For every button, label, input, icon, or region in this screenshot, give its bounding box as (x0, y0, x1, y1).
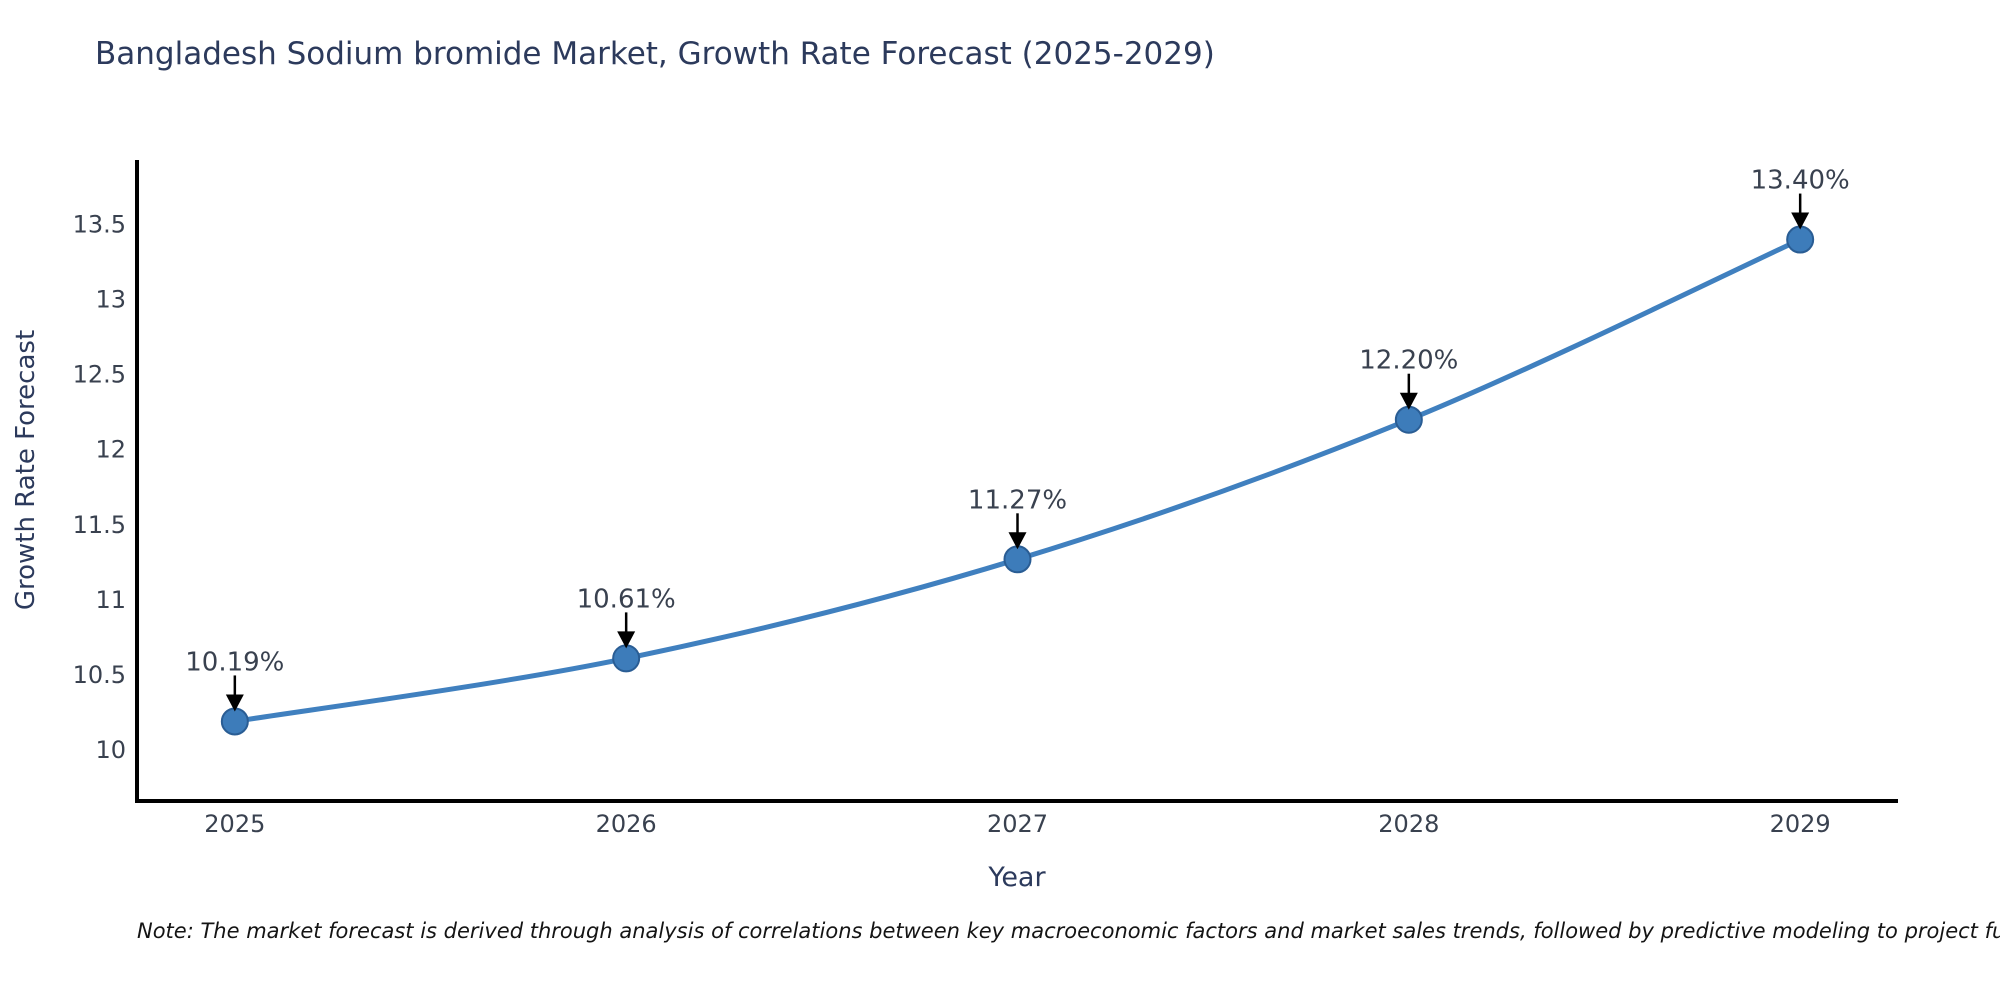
y-tick-label: 11.5 (73, 511, 126, 539)
y-tick-label: 12 (95, 436, 126, 464)
y-tick-label: 13.5 (73, 211, 126, 239)
point-value-label: 10.61% (577, 584, 676, 614)
point-value-label: 12.20% (1359, 346, 1458, 376)
point-annotation: 12.20% (1359, 346, 1458, 410)
x-tick-label: 2029 (1770, 810, 1831, 838)
point-value-label: 10.19% (185, 647, 284, 677)
data-point-marker (1786, 225, 1815, 254)
data-point-marker (220, 707, 249, 736)
data-point-marker (1394, 405, 1423, 434)
x-axis-title: Year (988, 862, 1046, 893)
x-tick-label: 2027 (987, 810, 1048, 838)
point-value-label: 13.40% (1751, 166, 1850, 196)
data-point-marker (612, 644, 641, 673)
point-annotation: 10.19% (185, 647, 284, 712)
axes: 10 10.5 11 11.5 12 12.5 13 13.5 2025 2026 2027 2028… (73, 160, 1898, 838)
x-tick-label: 2025 (204, 810, 265, 838)
annotation-arrowhead-icon (1791, 212, 1810, 230)
y-tick-label: 13 (95, 286, 126, 314)
data-point-markers (220, 225, 1815, 736)
x-tick-label: 2028 (1378, 810, 1439, 838)
point-annotation: 10.61% (577, 584, 676, 649)
point-annotation: 13.40% (1751, 166, 1850, 230)
annotation-arrowhead-icon (225, 694, 244, 712)
x-tick-label: 2026 (596, 810, 657, 838)
data-point-marker (1003, 545, 1032, 574)
y-tick-label: 10.5 (73, 661, 126, 689)
point-annotation: 11.27% (968, 485, 1067, 550)
point-value-label: 11.27% (968, 485, 1067, 515)
footnote: Note: The market forecast is derived thr… (137, 919, 2000, 943)
annotation-arrowhead-icon (1008, 532, 1027, 550)
y-tick-label: 11 (95, 586, 126, 614)
y-tick-label: 10 (95, 736, 126, 764)
annotation-arrowhead-icon (617, 631, 636, 649)
annotation-arrowhead-icon (1399, 392, 1418, 410)
forecast-line (232, 237, 1803, 724)
chart-title: Bangladesh Sodium bromide Market, Growth… (95, 36, 1215, 72)
y-tick-label: 12.5 (73, 361, 126, 389)
